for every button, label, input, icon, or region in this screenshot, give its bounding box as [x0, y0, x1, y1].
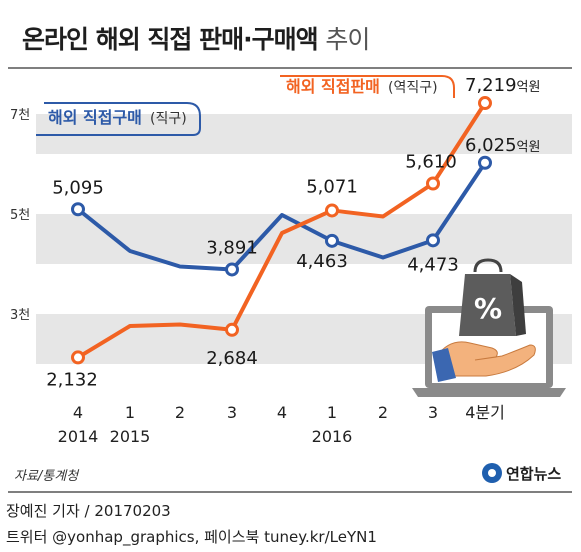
series-point	[71, 350, 85, 365]
data-label: 4,473	[407, 254, 459, 275]
chart-title-main: 온라인 해외 직접 판매·구매액	[22, 25, 319, 54]
online-shopping-icon: %	[412, 258, 566, 397]
series-point	[478, 96, 492, 111]
percent-icon: %	[474, 292, 502, 325]
series-point	[426, 176, 440, 191]
source-note: 자료/통계청	[14, 469, 80, 484]
data-label: 2,684	[206, 348, 258, 369]
data-label: 4,463	[296, 251, 348, 272]
yonhap-logo: 연합뉴스	[482, 463, 561, 483]
series-points	[71, 96, 492, 365]
x-tick-label: 3	[428, 403, 438, 422]
series-point	[478, 155, 492, 170]
legend-sales: 해외 직접판매 (역직구)	[280, 75, 455, 98]
data-label: 6,025억원	[465, 135, 540, 156]
social-links: 트위터 @yonhap_graphics, 페이스북 tuney.kr/LeYN…	[6, 528, 377, 546]
x-tick-labels: 4 1 2 3 4 1 2 3 4분기	[73, 403, 505, 422]
x-tick-label: 2	[175, 403, 185, 422]
chart-title-suffix: 추이	[325, 25, 370, 54]
series-point	[325, 203, 339, 218]
series-line-0	[76, 161, 487, 272]
year-label: 2015	[110, 427, 151, 446]
series-line-1	[76, 101, 487, 360]
legend-purchase: 해외 직접구매 (직구)	[36, 102, 201, 136]
series-point	[426, 233, 440, 248]
data-label-unit: 억원	[517, 80, 541, 95]
y-tick-label: 7천	[10, 108, 30, 123]
x-tick-label: 1	[327, 403, 337, 422]
x-tick-label: 4	[277, 403, 287, 422]
x-tick-label: 4분기	[465, 403, 505, 422]
legend-purchase-note: (직구)	[150, 111, 187, 127]
x-tick-label: 4	[73, 403, 83, 422]
data-labels: 5,095 3,891 4,463 4,473 6,025억원 2,132 2,684 5,0…	[46, 75, 540, 390]
byline: 장예진 기자 / 20170203	[6, 502, 171, 520]
x-tick-label: 3	[227, 403, 237, 422]
data-label: 2,132	[46, 369, 98, 390]
legend-sales-name: 해외 직접판매	[286, 77, 380, 96]
x-tick-label: 2	[378, 403, 388, 422]
year-label: 2016	[312, 427, 353, 446]
logo-text: 연합뉴스	[506, 465, 561, 483]
legend-purchase-name: 해외 직접구매	[48, 108, 142, 127]
legend-sales-note: (역직구)	[388, 80, 438, 96]
y-tick-labels: 3천 5천 7천	[10, 108, 30, 323]
chart-title: 온라인 해외 직접 판매·구매액 추이	[22, 20, 370, 56]
year-labels: 2014 2015 2016	[58, 427, 353, 446]
series-point	[71, 202, 85, 217]
data-label: 3,891	[206, 237, 258, 258]
data-label-unit: 억원	[517, 140, 541, 155]
series-point	[225, 322, 239, 337]
y-tick-label: 5천	[10, 208, 30, 223]
data-label: 7,219억원	[465, 75, 540, 96]
data-label: 5,610	[405, 152, 457, 173]
year-label: 2014	[58, 427, 99, 446]
data-label: 5,071	[306, 176, 358, 197]
x-tick-label: 1	[125, 403, 135, 422]
series-point	[325, 233, 339, 248]
series-lines	[76, 101, 487, 360]
series-point	[225, 262, 239, 277]
data-label: 5,095	[52, 177, 104, 198]
y-tick-label: 3천	[10, 308, 30, 323]
